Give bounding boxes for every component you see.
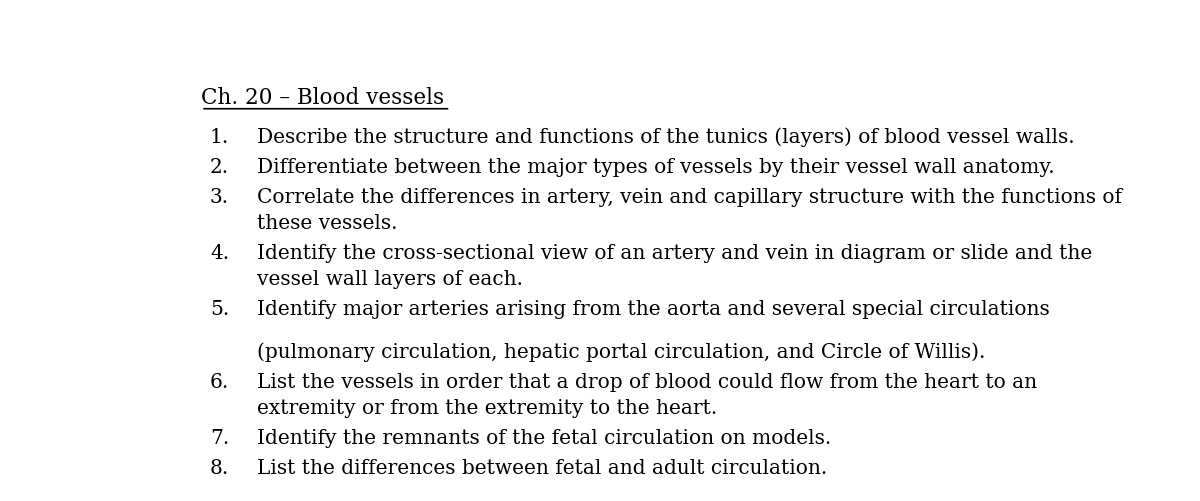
Text: Correlate the differences in artery, vein and capillary structure with the funct: Correlate the differences in artery, vei… <box>257 188 1122 207</box>
Text: 2.: 2. <box>210 158 229 177</box>
Text: 5.: 5. <box>210 301 229 320</box>
Text: vessel wall layers of each.: vessel wall layers of each. <box>257 271 523 290</box>
Text: Ch. 20 – Blood vessels: Ch. 20 – Blood vessels <box>202 87 444 109</box>
Text: List the vessels in order that a drop of blood could flow from the heart to an: List the vessels in order that a drop of… <box>257 373 1037 391</box>
Text: 8.: 8. <box>210 459 229 478</box>
Text: extremity or from the extremity to the heart.: extremity or from the extremity to the h… <box>257 399 718 418</box>
Text: Differentiate between the major types of vessels by their vessel wall anatomy.: Differentiate between the major types of… <box>257 158 1055 177</box>
Text: 6.: 6. <box>210 373 229 391</box>
Text: Identify the remnants of the fetal circulation on models.: Identify the remnants of the fetal circu… <box>257 429 832 448</box>
Text: Describe the structure and functions of the tunics (layers) of blood vessel wall: Describe the structure and functions of … <box>257 128 1074 147</box>
Text: List the differences between fetal and adult circulation.: List the differences between fetal and a… <box>257 459 827 478</box>
Text: Identify the cross-sectional view of an artery and vein in diagram or slide and : Identify the cross-sectional view of an … <box>257 244 1092 263</box>
Text: 7.: 7. <box>210 429 229 448</box>
Text: these vessels.: these vessels. <box>257 214 397 233</box>
Text: 3.: 3. <box>210 188 229 207</box>
Text: (pulmonary circulation, hepatic portal circulation, and Circle of Willis).: (pulmonary circulation, hepatic portal c… <box>257 342 985 362</box>
Text: 1.: 1. <box>210 128 229 147</box>
Text: 4.: 4. <box>210 244 229 263</box>
Text: Identify major arteries arising from the aorta and several special circulations: Identify major arteries arising from the… <box>257 301 1050 320</box>
